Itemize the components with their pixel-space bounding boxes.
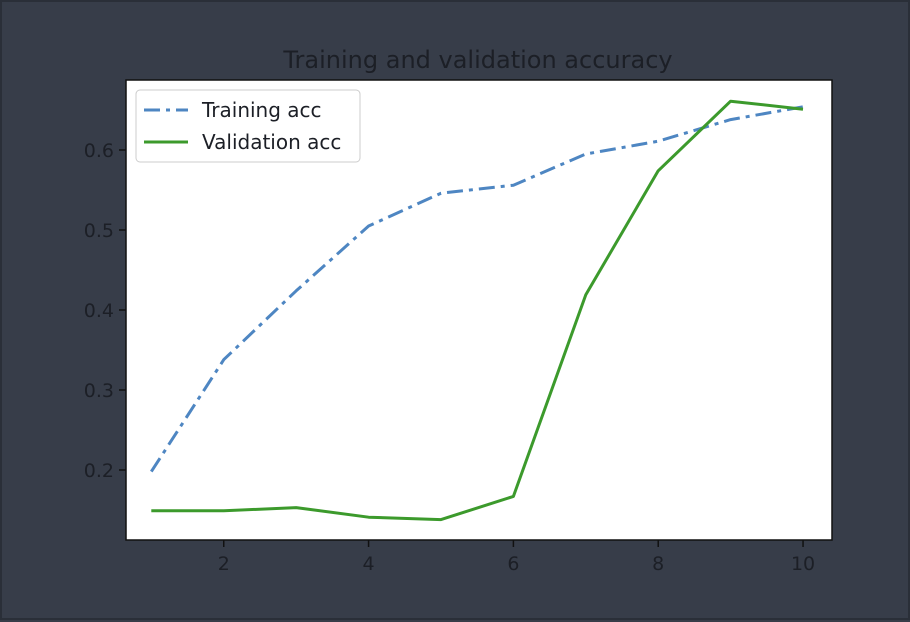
x-tick-label: 6 <box>507 553 519 575</box>
legend: Training acc Validation acc <box>135 89 361 163</box>
y-tick-label: 0.6 <box>84 140 114 162</box>
chart-title: Training and validation accuracy <box>282 46 672 74</box>
x-tick-label: 2 <box>218 553 230 575</box>
y-tick-label: 0.5 <box>84 220 114 242</box>
series-layer <box>150 99 804 522</box>
axes-layer: 2 4 6 8 10 0.2 0.3 0.4 0.5 0.6 <box>84 79 833 575</box>
x-tick-label: 8 <box>652 553 664 575</box>
legend-box <box>135 89 361 163</box>
legend-label: Training acc <box>201 98 322 122</box>
y-tick-label: 0.4 <box>84 300 114 322</box>
x-tick-label: 4 <box>363 553 375 575</box>
x-tick-label: 10 <box>791 553 815 575</box>
y-tick-label: 0.3 <box>84 380 114 402</box>
series-line-validation <box>151 99 804 522</box>
series-line-training <box>150 105 804 473</box>
legend-label: Validation acc <box>202 130 341 154</box>
y-tick-label: 0.2 <box>84 460 114 482</box>
